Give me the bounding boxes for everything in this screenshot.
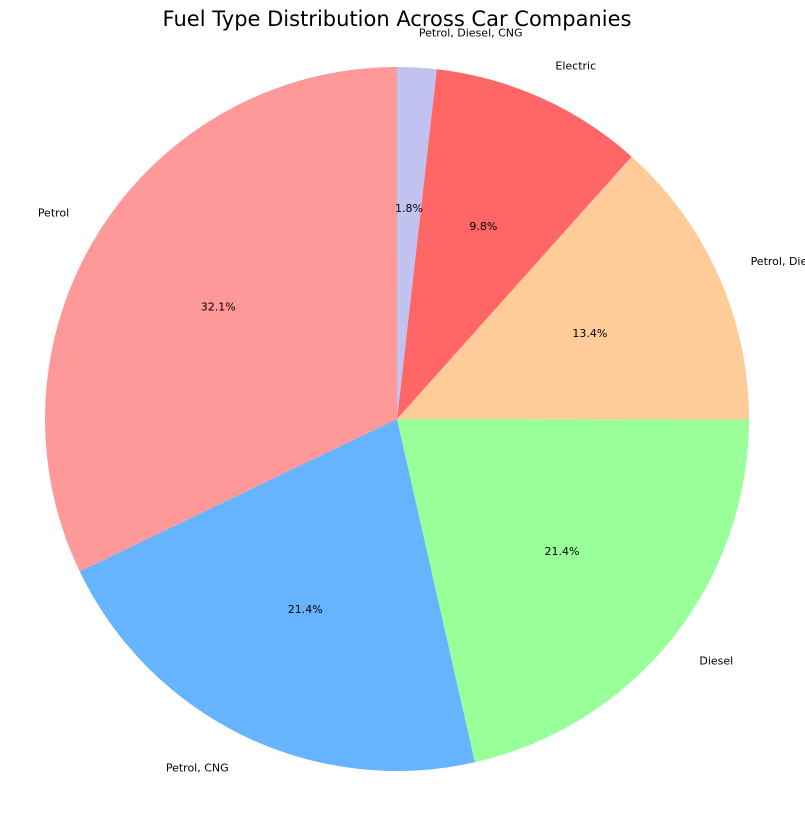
slice-label: Diesel bbox=[699, 655, 733, 668]
pie-slice-petrol bbox=[44, 67, 397, 572]
slice-label: Petrol, Diesel bbox=[751, 255, 805, 268]
pie-slice-petrol-cng bbox=[79, 419, 475, 771]
pie-slice-diesel bbox=[397, 419, 749, 763]
slice-label: Petrol bbox=[38, 207, 69, 220]
pie-slice-electric bbox=[397, 69, 632, 419]
slice-percent-label: 13.4% bbox=[572, 327, 607, 340]
pie-slice-petrol-diesel bbox=[397, 156, 749, 420]
slice-percent-label: 9.8% bbox=[469, 220, 497, 233]
slice-label: Electric bbox=[555, 60, 596, 73]
chart-title: Fuel Type Distribution Across Car Compan… bbox=[163, 7, 632, 31]
pie-slices bbox=[44, 67, 749, 771]
slice-label: Petrol, Diesel, CNG bbox=[419, 26, 523, 39]
slice-percent-label: 21.4% bbox=[288, 603, 323, 616]
pie-labels: Petrol 32.1% Petrol, CNG 21.4% Diesel 21.4% Pe… bbox=[38, 26, 805, 774]
slice-percent-label: 1.8% bbox=[395, 202, 423, 215]
slice-percent-label: 21.4% bbox=[544, 545, 579, 558]
slice-label: Petrol, CNG bbox=[166, 762, 229, 775]
slice-percent-label: 32.1% bbox=[201, 300, 236, 313]
pie-slice-petrol-diesel-cng bbox=[397, 67, 437, 419]
